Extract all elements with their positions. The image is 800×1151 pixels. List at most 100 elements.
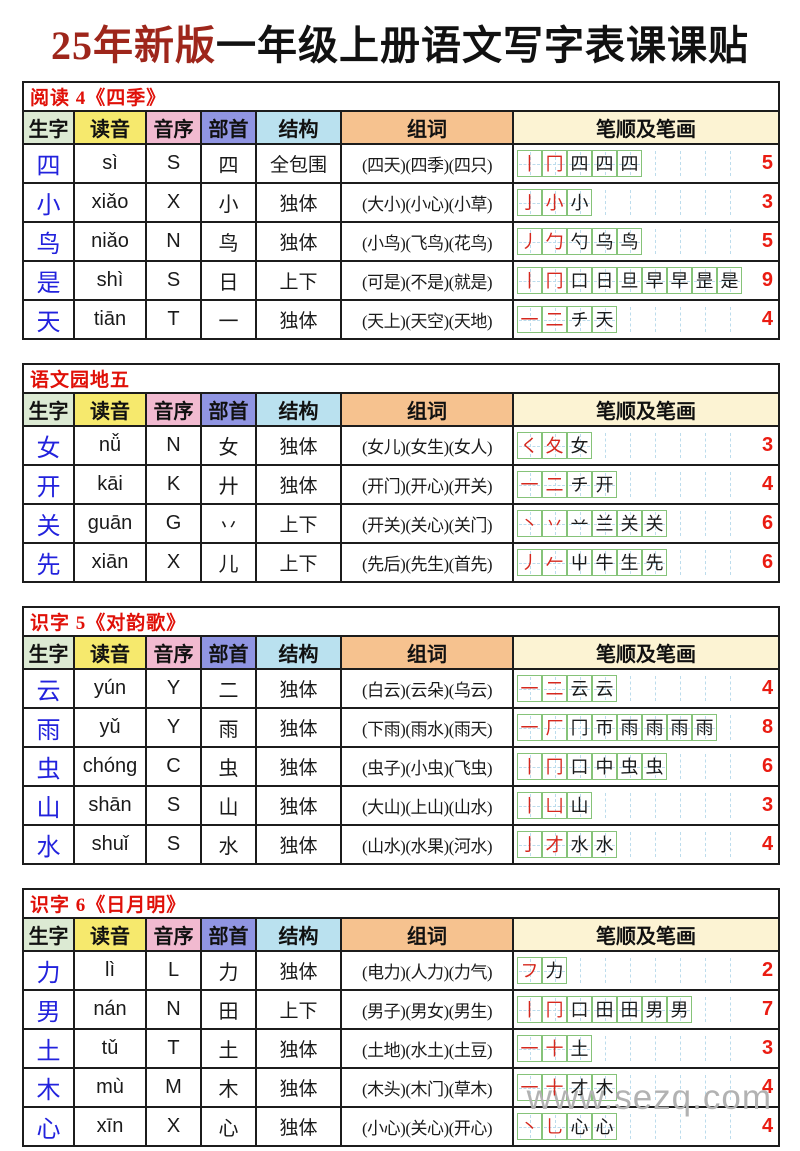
- stroke-glyph: 口: [570, 756, 589, 777]
- stroke-order-wrap: 一二云云 4: [517, 674, 776, 703]
- stroke-glyph: 一: [520, 1038, 539, 1059]
- stroke-count: 5: [761, 230, 773, 252]
- stroke-glyph: 勺: [570, 231, 589, 252]
- stroke-box: 丨: [517, 753, 542, 780]
- table-row: 小 xiǎo X 小 独体 (大小)(小心)(小草) 亅小小 3: [22, 182, 780, 223]
- stroke-box-empty: [642, 306, 667, 333]
- stroke-glyph: 十: [545, 1077, 564, 1098]
- stroke-order-boxes: 丿勹勺乌鸟: [517, 228, 742, 255]
- stroke-box-empty: [667, 471, 692, 498]
- cell-radical: 日: [200, 260, 257, 301]
- cell-structure: 独体: [255, 824, 342, 865]
- stroke-count: 8: [761, 716, 774, 738]
- stroke-box: 虫: [617, 753, 642, 780]
- cell-stroke-order: 丨冂口日旦早早昰是 9: [512, 260, 780, 301]
- stroke-box: 一: [517, 714, 542, 741]
- stroke-box: 四: [592, 150, 617, 177]
- column-header: 笔顺及笔画: [512, 110, 780, 145]
- column-header: 音序: [145, 392, 202, 427]
- stroke-box: 一: [517, 675, 542, 702]
- stroke-box: 一: [517, 1035, 542, 1062]
- cell-structure: 独体: [255, 464, 342, 505]
- cell-stroke-order: 亅小小 3: [512, 182, 780, 223]
- stroke-glyph: チ: [570, 474, 589, 495]
- stroke-box: 十: [542, 1074, 567, 1101]
- stroke-box-empty: [617, 432, 642, 459]
- stroke-count: 9: [761, 269, 773, 291]
- stroke-box-empty: [717, 432, 742, 459]
- stroke-box-empty: [642, 150, 667, 177]
- stroke-box: 鸟: [617, 228, 642, 255]
- stroke-box-empty: [667, 753, 692, 780]
- header-row: 生字 读音 音序 部首 结构 组词 笔顺及笔画: [22, 635, 781, 670]
- column-header: 结构: [255, 635, 342, 670]
- stroke-glyph: 丶: [520, 1116, 539, 1137]
- stroke-glyph: フ: [520, 960, 539, 981]
- stroke-box: 乚: [542, 1113, 567, 1140]
- stroke-order-boxes: 一二チ天: [517, 306, 742, 333]
- stroke-box: 雨: [617, 714, 642, 741]
- cell-radical: 一: [200, 299, 257, 340]
- cell-char: 是: [22, 260, 75, 301]
- stroke-count: 6: [761, 551, 774, 573]
- stroke-box: 旦: [617, 267, 642, 294]
- stroke-box: 丶: [517, 1113, 542, 1140]
- stroke-box: 早: [642, 267, 667, 294]
- stroke-box: 男: [642, 996, 667, 1023]
- stroke-order-boxes: 丨冂口日旦早早昰是: [517, 267, 742, 294]
- stroke-box-empty: [717, 714, 742, 741]
- stroke-glyph: 丨: [520, 999, 539, 1020]
- stroke-box: 丿: [517, 228, 542, 255]
- header-row: 生字 读音 音序 部首 结构 组词 笔顺及笔画: [22, 917, 781, 952]
- stroke-order-wrap: 丨凵山 3: [517, 791, 776, 820]
- cell-words: (虫子)(小虫)(飞虫): [340, 746, 514, 787]
- cell-stroke-order: 一二云云 4: [511, 668, 781, 709]
- cell-stroke-order: フ力 2: [511, 950, 781, 991]
- cell-pinyin: yún: [73, 668, 147, 709]
- stroke-box-empty: [642, 957, 667, 984]
- table-row: 虫 chóng C 虫 独体 (虫子)(小虫)(飞虫) 丨冂口中虫虫 6: [22, 746, 781, 787]
- stroke-glyph: 一: [520, 1077, 539, 1098]
- stroke-box-empty: [592, 1035, 617, 1062]
- cell-radical: 小: [200, 182, 257, 223]
- table-row: 是 shì S 日 上下 (可是)(不是)(就是) 丨冂口日旦早早昰是 9: [22, 260, 780, 301]
- stroke-box-empty: [617, 831, 642, 858]
- stroke-order-boxes: 丨冂口中虫虫: [517, 753, 742, 780]
- cell-char: 云: [22, 668, 75, 709]
- stroke-glyph: 女: [570, 435, 589, 456]
- stroke-box-empty: [717, 1113, 742, 1140]
- table-row: 关 guān G 丷 上下 (开关)(关心)(关门) 丶丷䒑兰关关 6: [22, 503, 781, 544]
- stroke-box: 十: [542, 1035, 567, 1062]
- table-row: 土 tǔ T 土 独体 (土地)(水土)(土豆) 一十土 3: [22, 1028, 781, 1069]
- stroke-box: 凵: [542, 792, 567, 819]
- stroke-glyph: 四: [570, 153, 589, 174]
- stroke-glyph: 一: [520, 678, 539, 699]
- stroke-box-empty: [692, 471, 717, 498]
- stroke-box-empty: [692, 831, 717, 858]
- stroke-box: 䒑: [567, 510, 592, 537]
- cell-stroke-order: 亅才水水 4: [511, 824, 781, 865]
- stroke-glyph: 心: [570, 1116, 589, 1137]
- cell-stroke-order: 丨冂口中虫虫 6: [511, 746, 781, 787]
- stroke-box: 才: [567, 1074, 592, 1101]
- stroke-glyph: 四: [595, 153, 614, 174]
- vocab-table: 语文园地五 生字 读音 音序 部首 结构 组词 笔顺及笔画 女 nǚ N 女 独体 (女儿)…: [21, 363, 781, 583]
- cell-char: 小: [22, 182, 75, 223]
- stroke-order-boxes: 丨凵山: [517, 792, 742, 819]
- stroke-glyph: 雨: [695, 717, 714, 738]
- stroke-box: 雨: [642, 714, 667, 741]
- stroke-box: 山: [567, 792, 592, 819]
- stroke-glyph: 生: [620, 552, 639, 573]
- stroke-box: 男: [667, 996, 692, 1023]
- stroke-order-wrap: 丨冂口中虫虫 6: [517, 752, 776, 781]
- stroke-order-boxes: 丶丷䒑兰关关: [517, 510, 742, 537]
- cell-radical: 水: [200, 824, 257, 865]
- column-header: 部首: [200, 917, 257, 952]
- stroke-box: 一: [517, 1074, 542, 1101]
- table-row: 女 nǚ N 女 独体 (女儿)(女生)(女人) く夂女 3: [22, 425, 781, 466]
- stroke-box-empty: [642, 831, 667, 858]
- stroke-box-empty: [692, 306, 717, 333]
- stroke-order-wrap: 丨冂四四四 5: [517, 149, 776, 178]
- stroke-box-empty: [692, 150, 717, 177]
